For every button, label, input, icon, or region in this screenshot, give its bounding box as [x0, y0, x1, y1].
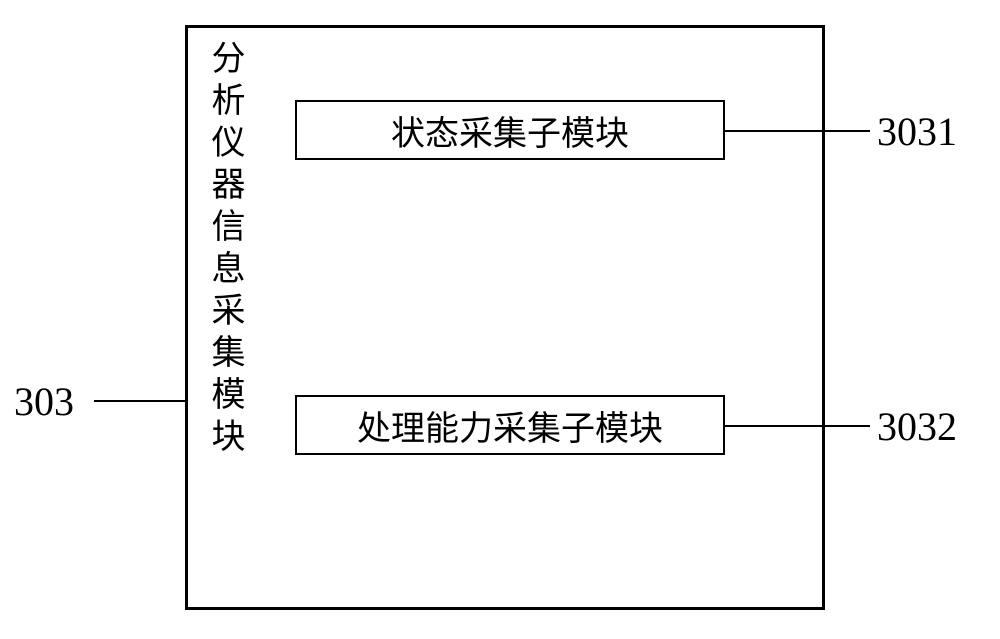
sub-module-2-box: 处理能力采集子模块 — [295, 395, 725, 455]
main-module-label: 分析仪器信息采集模块 — [200, 40, 249, 460]
sub-module-1-box: 状态采集子模块 — [295, 100, 725, 160]
leader-303 — [94, 400, 185, 402]
ref-303: 303 — [14, 378, 74, 425]
sub-module-1-label: 状态采集子模块 — [391, 106, 629, 155]
leader-3031 — [725, 130, 870, 132]
leader-3032 — [725, 425, 870, 427]
ref-3032: 3032 — [877, 403, 957, 450]
sub-module-2-label: 处理能力采集子模块 — [357, 401, 663, 450]
ref-3031: 3031 — [877, 108, 957, 155]
